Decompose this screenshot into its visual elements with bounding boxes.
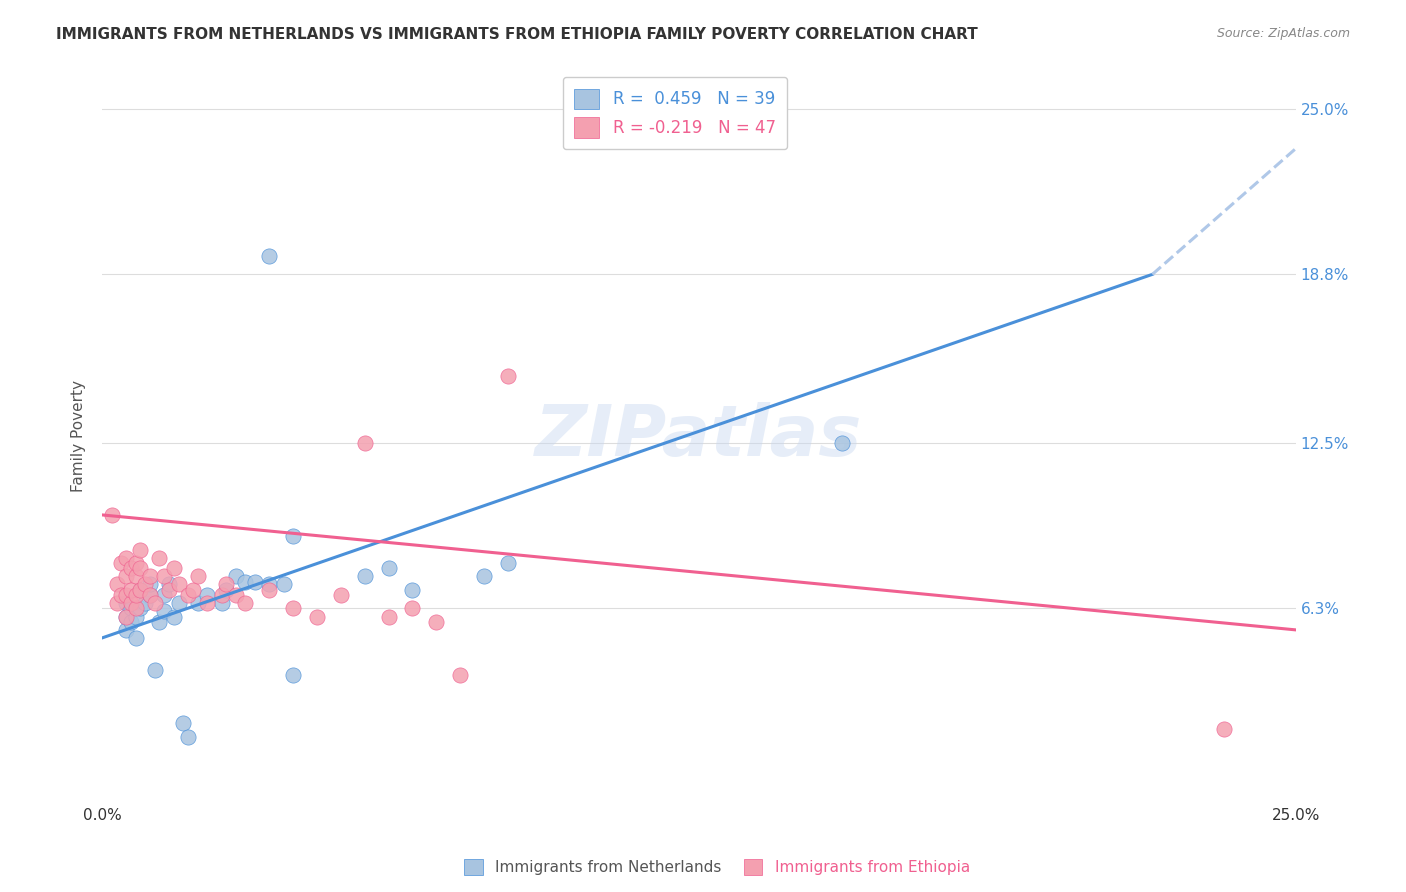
Point — [401, 601, 423, 615]
Point — [163, 561, 186, 575]
Point — [377, 561, 399, 575]
Point — [215, 582, 238, 597]
Point — [100, 508, 122, 522]
Point — [305, 609, 328, 624]
Point — [120, 601, 142, 615]
Point — [187, 569, 209, 583]
Point — [110, 556, 132, 570]
Point — [377, 609, 399, 624]
Point — [153, 604, 176, 618]
Point — [157, 582, 180, 597]
Point — [181, 582, 204, 597]
Point — [211, 596, 233, 610]
Text: Source: ZipAtlas.com: Source: ZipAtlas.com — [1216, 27, 1350, 40]
Point — [139, 577, 162, 591]
Point — [129, 601, 152, 615]
Point — [425, 615, 447, 629]
Point — [129, 582, 152, 597]
Point — [115, 569, 138, 583]
Point — [115, 609, 138, 624]
Point — [225, 569, 247, 583]
Point — [195, 588, 218, 602]
Point — [353, 435, 375, 450]
Point — [120, 615, 142, 629]
Point — [115, 609, 138, 624]
Legend: Immigrants from Netherlands, Immigrants from Ethiopia: Immigrants from Netherlands, Immigrants … — [458, 854, 976, 881]
Point — [148, 615, 170, 629]
Point — [110, 588, 132, 602]
Point — [163, 609, 186, 624]
Point — [143, 663, 166, 677]
Point — [129, 542, 152, 557]
Point — [831, 435, 853, 450]
Point — [177, 588, 200, 602]
Point — [195, 596, 218, 610]
Point — [139, 588, 162, 602]
Point — [134, 596, 156, 610]
Point — [401, 582, 423, 597]
Point — [129, 582, 152, 597]
Point — [115, 550, 138, 565]
Point — [449, 668, 471, 682]
Point — [124, 569, 146, 583]
Point — [124, 601, 146, 615]
Point — [235, 596, 257, 610]
Point — [153, 569, 176, 583]
Point — [124, 631, 146, 645]
Point — [124, 588, 146, 602]
Point — [120, 561, 142, 575]
Point — [235, 574, 257, 589]
Point — [496, 556, 519, 570]
Point — [211, 588, 233, 602]
Point — [129, 561, 152, 575]
Point — [134, 577, 156, 591]
Point — [124, 609, 146, 624]
Point — [120, 582, 142, 597]
Point — [496, 368, 519, 383]
Point — [148, 550, 170, 565]
Text: ZIPatlas: ZIPatlas — [536, 401, 863, 471]
Text: IMMIGRANTS FROM NETHERLANDS VS IMMIGRANTS FROM ETHIOPIA FAMILY POVERTY CORRELATI: IMMIGRANTS FROM NETHERLANDS VS IMMIGRANT… — [56, 27, 979, 42]
Point — [243, 574, 266, 589]
Point — [472, 569, 495, 583]
Y-axis label: Family Poverty: Family Poverty — [72, 380, 86, 492]
Point — [329, 588, 352, 602]
Point — [115, 623, 138, 637]
Legend: R =  0.459   N = 39, R = -0.219   N = 47: R = 0.459 N = 39, R = -0.219 N = 47 — [562, 77, 787, 149]
Point — [215, 577, 238, 591]
Point — [124, 556, 146, 570]
Point — [115, 588, 138, 602]
Point — [177, 730, 200, 744]
Point — [167, 596, 190, 610]
Point — [143, 596, 166, 610]
Point — [139, 569, 162, 583]
Point — [115, 596, 138, 610]
Point — [225, 588, 247, 602]
Point — [167, 577, 190, 591]
Point — [187, 596, 209, 610]
Point — [353, 569, 375, 583]
Point — [283, 529, 305, 543]
Point — [105, 596, 128, 610]
Point — [105, 577, 128, 591]
Point — [259, 249, 281, 263]
Point — [283, 601, 305, 615]
Point — [259, 577, 281, 591]
Point — [259, 582, 281, 597]
Point — [157, 577, 180, 591]
Point — [120, 596, 142, 610]
Point — [283, 668, 305, 682]
Point — [273, 577, 295, 591]
Point — [139, 588, 162, 602]
Point — [172, 716, 194, 731]
Point — [1213, 722, 1236, 736]
Point — [153, 588, 176, 602]
